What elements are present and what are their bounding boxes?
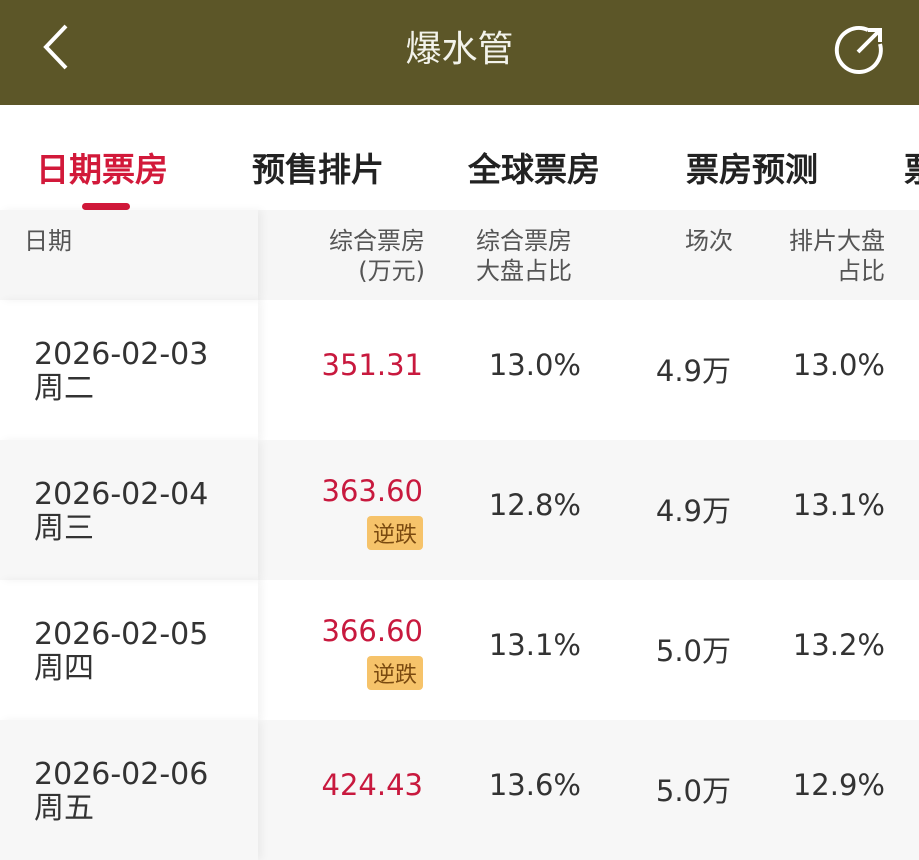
share-value: 12.8% [488,488,581,522]
weekday: 周四 [34,651,94,686]
header-box-office-label: 综合票房 [329,227,425,255]
date-cell-text: 2026-02-03 周二 [34,338,208,406]
tab-bar: 日期票房 预售排片 全球票房 票房预测 票 [0,105,919,210]
chevron-left-icon[interactable] [38,22,78,72]
box-office-value: 351.31 [321,348,423,382]
weekday: 周五 [34,791,94,826]
header-box-office-unit: (万元) [358,257,425,285]
date: 2026-02-05 [34,617,209,652]
page-title: 爆水管 [405,29,514,70]
tab-presale-schedule[interactable]: 预售排片 [252,150,384,189]
date: 2026-02-03 [34,337,209,372]
date-cell-text: 2026-02-06 周五 [34,758,208,826]
date: 2026-02-04 [34,477,209,512]
top-bar: 爆水管 [0,0,919,105]
screenings-value: 5.0万 [655,634,731,668]
header-share-label: 综合票房 [476,227,572,255]
box-office-value: 366.60 [321,614,423,648]
weekday: 周三 [34,511,94,546]
header-share: 综合票房 大盘占比 [476,226,572,286]
share-value: 13.0% [488,348,581,382]
header-schedule-label: 排片大盘 [789,227,885,255]
trend-badge: 逆跌 [366,656,423,690]
date-cell-text: 2026-02-04 周三 [34,478,208,546]
tab-global-box-office[interactable]: 全球票房 [468,150,600,189]
schedule-share-value: 12.9% [792,768,885,802]
table-row[interactable]: 2026-02-03 周二 351.31 13.0% 4.9万 13.0% [0,300,919,440]
table-row[interactable]: 2026-02-04 周三 363.60 逆跌 12.8% 4.9万 13.1% [0,440,919,580]
box-office-value: 424.43 [321,768,423,802]
schedule-share-value: 13.0% [792,348,885,382]
tab-daily-box-office[interactable]: 日期票房 [36,150,168,189]
header-schedule-label2: 占比 [837,257,885,285]
header-schedule: 排片大盘 占比 [789,226,885,286]
date-cell-text: 2026-02-05 周四 [34,618,208,686]
trend-badge: 逆跌 [366,516,423,550]
tab-box-office-forecast[interactable]: 票房预测 [686,150,818,189]
tab-more[interactable]: 票 [904,143,919,191]
header-share-label2: 大盘占比 [476,257,572,285]
share-value: 13.6% [488,768,581,802]
table-row[interactable]: 2026-02-05 周四 366.60 逆跌 13.1% 5.0万 13.2% [0,580,919,720]
share-icon[interactable] [832,22,888,78]
share-value: 13.1% [488,628,581,662]
active-tab-indicator [82,203,130,210]
box-office-value: 363.60 [321,474,423,508]
table-row[interactable]: 2026-02-06 周五 424.43 13.6% 5.0万 12.9% [0,720,919,860]
header-box-office: 综合票房 (万元) [329,226,425,286]
screenings-value: 4.9万 [655,354,731,388]
schedule-share-value: 13.2% [792,628,885,662]
screenings-value: 5.0万 [655,774,731,808]
weekday: 周二 [34,371,94,406]
table-header: 日期 综合票房 (万元) 综合票房 大盘占比 场次 排片大盘 占比 [0,210,919,300]
screenings-value: 4.9万 [655,494,731,528]
box-office-table: 日期 综合票房 (万元) 综合票房 大盘占比 场次 排片大盘 占比 2026-02-0… [0,210,919,860]
header-date: 日期 [24,227,72,255]
header-screenings: 场次 [685,227,733,255]
schedule-share-value: 13.1% [792,488,885,522]
date: 2026-02-06 [34,757,209,792]
